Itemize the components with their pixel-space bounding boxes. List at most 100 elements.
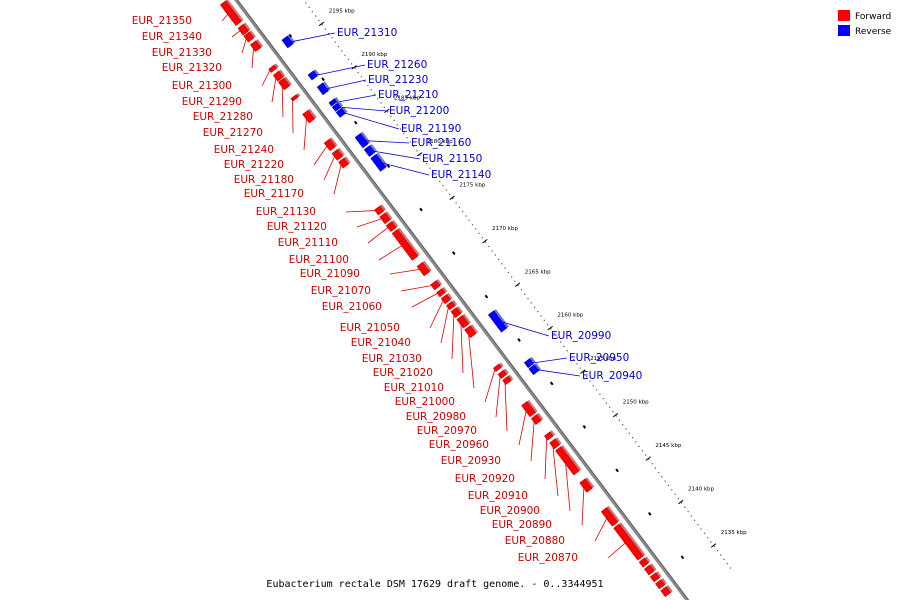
scale-dot bbox=[569, 354, 572, 356]
forward-gene-label[interactable]: EUR_21290 bbox=[182, 96, 242, 108]
reverse-gene-label[interactable]: EUR_21140 bbox=[431, 169, 491, 181]
forward-gene-shade bbox=[527, 399, 538, 413]
reverse-gene-label[interactable]: EUR_20940 bbox=[582, 370, 642, 382]
forward-gene-label[interactable]: EUR_21110 bbox=[278, 237, 338, 249]
kbp-tick bbox=[482, 239, 488, 244]
forward-gene-shade bbox=[380, 204, 386, 211]
forward-gene-label[interactable]: EUR_21090 bbox=[300, 268, 360, 280]
scale-dot bbox=[393, 119, 395, 121]
forward-gene-shade bbox=[561, 445, 582, 471]
reverse-gene-label[interactable]: EUR_21160 bbox=[411, 137, 471, 149]
forward-gene-label[interactable]: EUR_21020 bbox=[373, 367, 433, 379]
forward-leader-line bbox=[367, 226, 390, 244]
reverse-leader-line bbox=[335, 94, 377, 103]
reverse-gene-label[interactable]: EUR_21210 bbox=[378, 89, 438, 101]
forward-gene-label[interactable]: EUR_21040 bbox=[351, 337, 411, 349]
scale-dot bbox=[533, 306, 536, 308]
scale-dot bbox=[413, 145, 415, 148]
reverse-gene-label[interactable]: EUR_21230 bbox=[368, 74, 428, 86]
scale-dot bbox=[605, 402, 608, 404]
forward-gene-label[interactable]: EUR_21000 bbox=[395, 396, 455, 408]
forward-gene-label[interactable]: EUR_20920 bbox=[455, 473, 515, 485]
forward-gene-shade bbox=[666, 585, 673, 593]
forward-leader-line bbox=[389, 268, 422, 275]
reverse-leader-line bbox=[290, 32, 336, 43]
forward-gene-label[interactable]: EUR_21060 bbox=[322, 301, 382, 313]
forward-gene-label[interactable]: EUR_21030 bbox=[362, 353, 422, 365]
genome-caption: Eubacterium rectale DSM 17629 draft geno… bbox=[266, 579, 603, 590]
forward-gene-label[interactable]: EUR_21270 bbox=[203, 127, 263, 139]
scale-dot bbox=[609, 406, 611, 408]
scale-dot bbox=[426, 163, 428, 165]
reverse-gene-label[interactable]: EUR_21190 bbox=[401, 123, 461, 135]
scale-dot bbox=[341, 50, 343, 52]
reverse-gene-shade bbox=[529, 356, 536, 364]
forward-leader-line bbox=[460, 321, 464, 374]
forward-gene-label[interactable]: EUR_20980 bbox=[406, 411, 466, 423]
scale-dot bbox=[556, 337, 558, 339]
forward-gene-label[interactable]: EUR_21180 bbox=[234, 174, 294, 186]
forward-gene-label[interactable]: EUR_21010 bbox=[384, 382, 444, 394]
forward-gene-label[interactable]: EUR_20930 bbox=[441, 455, 501, 467]
forward-leader-line bbox=[495, 374, 501, 418]
scale-dot bbox=[347, 58, 349, 61]
forward-leader-line bbox=[356, 217, 384, 228]
kbp-tick-label: 2165 kbp bbox=[525, 269, 551, 275]
genes bbox=[219, 0, 673, 598]
forward-gene-shade bbox=[655, 571, 662, 578]
track-mark bbox=[582, 425, 587, 429]
forward-gene-label[interactable]: EUR_21330 bbox=[152, 47, 212, 59]
scale-dot bbox=[563, 345, 565, 348]
scale-dot bbox=[507, 271, 509, 274]
forward-gene-label[interactable]: EUR_21240 bbox=[214, 144, 274, 156]
forward-gene-label[interactable]: EUR_21120 bbox=[267, 221, 327, 233]
forward-gene-label[interactable]: EUR_20970 bbox=[417, 425, 477, 437]
reverse-gene-label[interactable]: EUR_20990 bbox=[551, 330, 611, 342]
forward-gene-label[interactable]: EUR_21220 bbox=[224, 159, 284, 171]
scale-dot bbox=[674, 493, 676, 495]
reverse-gene-label[interactable]: EUR_21260 bbox=[367, 59, 427, 71]
kbp-tick bbox=[318, 21, 325, 27]
forward-gene-label[interactable]: EUR_21320 bbox=[162, 62, 222, 74]
reverse-gene-label[interactable]: EUR_21150 bbox=[422, 153, 482, 165]
track-mark bbox=[321, 77, 325, 82]
forward-gene-label[interactable]: EUR_21130 bbox=[256, 206, 316, 218]
forward-gene-label[interactable]: EUR_21340 bbox=[142, 31, 202, 43]
forward-leader-line bbox=[607, 541, 627, 559]
scale-dot bbox=[471, 224, 474, 226]
reverse-leader-line bbox=[531, 357, 568, 364]
scale-dot bbox=[419, 154, 421, 156]
forward-gene-label[interactable]: EUR_21280 bbox=[193, 111, 253, 123]
scale-dot bbox=[716, 550, 719, 552]
scale-dot bbox=[582, 371, 585, 374]
scale-dot bbox=[354, 67, 356, 69]
genome-backbone bbox=[234, 0, 690, 600]
forward-gene-label[interactable]: EUR_20870 bbox=[518, 552, 578, 564]
scale-dot bbox=[648, 458, 650, 461]
forward-gene-label[interactable]: EUR_20900 bbox=[480, 505, 540, 517]
forward-gene-label[interactable]: EUR_21050 bbox=[340, 322, 400, 334]
track-mark bbox=[517, 338, 521, 342]
forward-gene-label[interactable]: EUR_21170 bbox=[244, 188, 304, 200]
reverse-gene-label[interactable]: EUR_21200 bbox=[389, 105, 449, 117]
scale-dot bbox=[484, 241, 487, 243]
kbp-tick-label: 2195 kbp bbox=[329, 8, 355, 14]
forward-gene-label[interactable]: EUR_21070 bbox=[311, 285, 371, 297]
scale-dot bbox=[720, 554, 722, 556]
forward-gene-label[interactable]: EUR_21300 bbox=[172, 80, 232, 92]
forward-gene-label[interactable]: EUR_20890 bbox=[492, 519, 552, 531]
scale-dot bbox=[658, 471, 660, 474]
track-mark bbox=[647, 511, 652, 516]
reverse-gene-label[interactable]: EUR_21310 bbox=[337, 27, 397, 39]
forward-leader-line bbox=[400, 284, 434, 292]
forward-gene-label[interactable]: EUR_20910 bbox=[468, 490, 528, 502]
forward-gene-label[interactable]: EUR_21350 bbox=[132, 15, 192, 27]
scale-dot bbox=[566, 350, 568, 352]
forward-gene-label[interactable]: EUR_21100 bbox=[289, 254, 349, 266]
forward-gene-label[interactable]: EUR_20880 bbox=[505, 535, 565, 547]
scale-dot bbox=[631, 437, 634, 439]
forward-gene-shade bbox=[225, 0, 244, 22]
scale-dot bbox=[364, 80, 366, 82]
forward-gene-label[interactable]: EUR_20960 bbox=[429, 439, 489, 451]
reverse-gene-label[interactable]: EUR_20950 bbox=[569, 352, 629, 364]
